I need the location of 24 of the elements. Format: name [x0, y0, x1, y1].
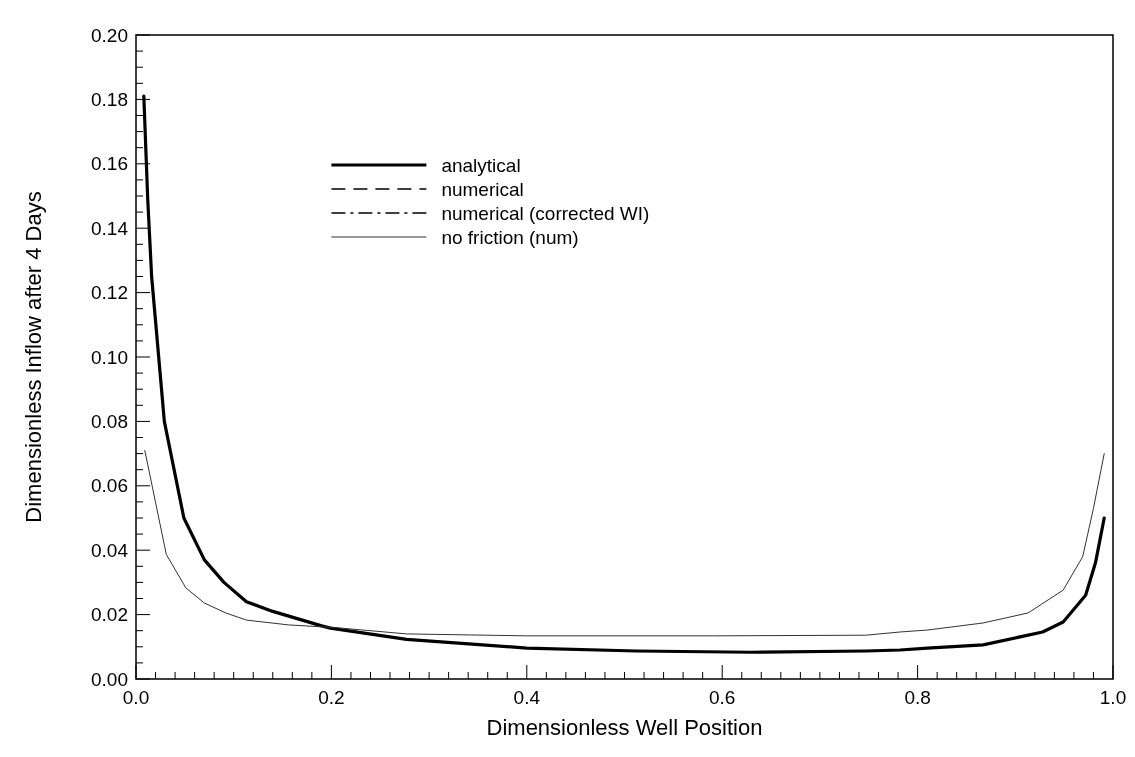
y-tick-label: 0.08	[91, 411, 128, 433]
x-tick-label: 0.2	[318, 687, 345, 708]
line-series	[144, 449, 1105, 637]
y-tick-label: 0.06	[91, 475, 128, 497]
legend-label: no friction (num)	[441, 226, 579, 248]
legend-label: numerical (corrected WI)	[441, 202, 650, 224]
legend-label: numerical	[441, 178, 524, 200]
y-tick-label: 0.16	[91, 153, 128, 175]
legend-label: analytical	[441, 154, 521, 176]
x-tick-label: 0.4	[513, 687, 541, 708]
x-tick-label: 0.6	[708, 687, 736, 708]
x-tick-label: 0.8	[904, 687, 931, 708]
y-tick-label: 0.20	[91, 24, 128, 46]
y-tick-label: 0.10	[91, 346, 128, 368]
y-tick-label: 0.18	[91, 89, 128, 111]
x-tick-label: 1.0	[1099, 687, 1127, 708]
x-axis-title: Dimensionless Well Position	[486, 715, 763, 740]
x-tick-label: 0.0	[122, 687, 150, 708]
y-tick-label: 0.00	[91, 668, 128, 690]
y-tick-label: 0.02	[91, 604, 128, 626]
y-axis-title: Dimensionless Inflow after 4 Days	[21, 191, 46, 523]
y-tick-label: 0.04	[91, 539, 129, 561]
y-tick-label: 0.14	[91, 217, 129, 239]
y-tick-label: 0.12	[91, 282, 128, 304]
